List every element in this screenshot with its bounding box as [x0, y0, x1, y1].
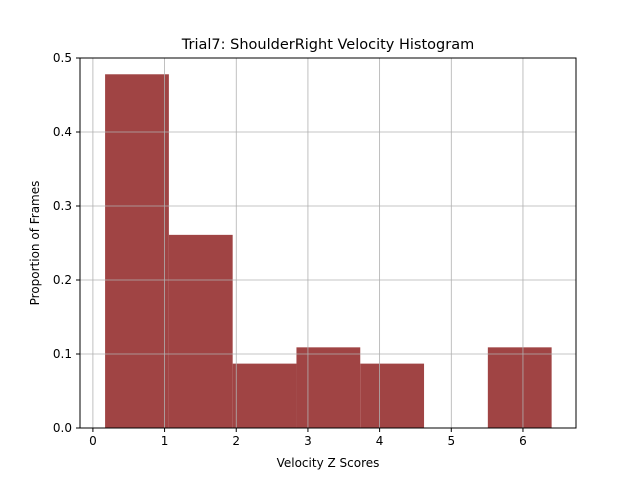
- histogram-bar: [232, 363, 297, 428]
- y-tick-label: 0.4: [53, 125, 72, 139]
- y-axis-label: Proportion of Frames: [28, 181, 42, 306]
- histogram-bar: [360, 363, 425, 428]
- y-tick-label: 0.2: [53, 273, 72, 287]
- y-axis-ticks: 0.0 0.1 0.2 0.3 0.4 0.5: [53, 51, 80, 435]
- x-tick-label: 3: [304, 434, 312, 448]
- y-tick-label: 0.3: [53, 199, 72, 213]
- x-axis-label: Velocity Z Scores: [277, 456, 380, 470]
- bars: [105, 74, 552, 428]
- x-axis-ticks: 0 1 2 3 4 5 6: [89, 428, 527, 448]
- histogram-bar: [168, 234, 233, 428]
- plot-frame: [79, 57, 577, 429]
- x-tick-label: 1: [161, 434, 169, 448]
- histogram-bar: [105, 74, 169, 428]
- chart-title: Trial7: ShoulderRight Velocity Histogram: [181, 37, 474, 53]
- y-tick-label: 0.1: [53, 347, 72, 361]
- y-tick-label: 0.5: [53, 51, 72, 65]
- x-tick-label: 2: [232, 434, 240, 448]
- x-tick-label: 6: [519, 434, 527, 448]
- x-tick-label: 5: [447, 434, 455, 448]
- histogram-bar: [296, 347, 361, 428]
- x-tick-label: 0: [89, 434, 97, 448]
- y-tick-label: 0.0: [53, 421, 72, 435]
- histogram-bar: [487, 347, 552, 428]
- x-tick-label: 4: [376, 434, 384, 448]
